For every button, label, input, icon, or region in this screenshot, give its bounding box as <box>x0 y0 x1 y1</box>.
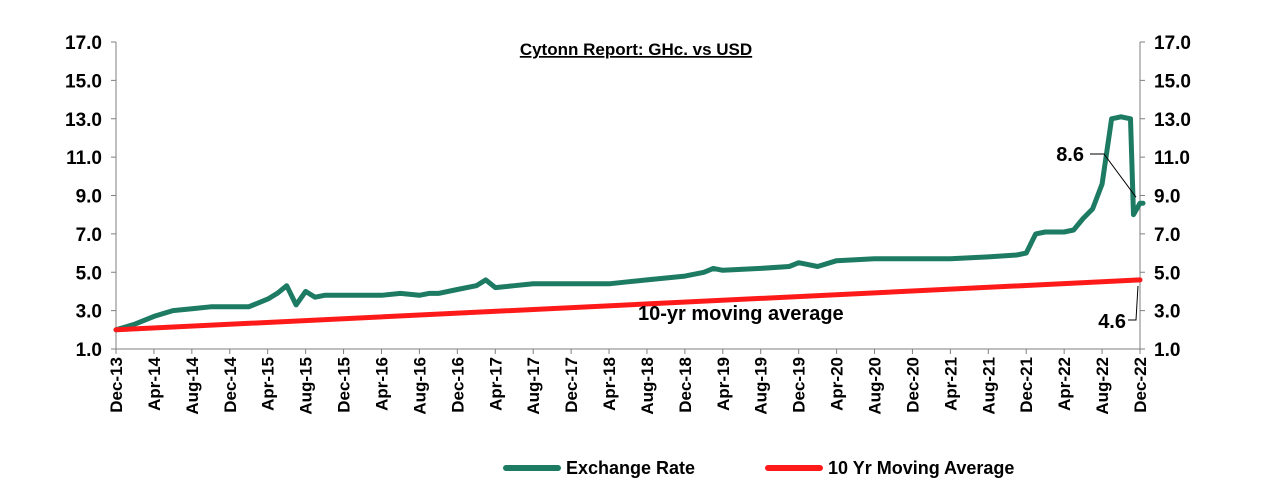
x-tick-label: Aug-18 <box>638 357 657 415</box>
x-tick-label: Dec-19 <box>790 357 809 413</box>
y-tick-label: 1.0 <box>76 340 102 361</box>
x-tick-label: Apr-20 <box>828 357 847 411</box>
annotation-8-6: 8.6 <box>1056 144 1084 166</box>
x-tick-label: Aug-17 <box>524 357 543 415</box>
y-tick-label: 15.0 <box>65 71 102 92</box>
y-tick-label: 9.0 <box>76 187 102 208</box>
x-tick-label: Dec-14 <box>221 356 240 412</box>
y2-tick-label: 13.0 <box>1154 110 1191 131</box>
y-tick-label: 7.0 <box>76 225 102 246</box>
x-tick-label: Aug-21 <box>979 357 998 415</box>
y2-tick-label: 5.0 <box>1154 263 1180 284</box>
x-tick-label: Dec-17 <box>562 357 581 413</box>
x-tick-label: Dec-21 <box>1017 357 1036 413</box>
y2-tick-label: 17.0 <box>1154 33 1191 54</box>
y2-tick-label: 7.0 <box>1154 225 1180 246</box>
x-tick-label: Dec-16 <box>448 357 467 413</box>
y-axis-left-ticks: 1.0 3.0 5.0 7.0 9.0 11.0 13.0 15.0 17.0 <box>65 33 116 361</box>
y-tick-label: 5.0 <box>76 263 102 284</box>
x-tick-label: Aug-20 <box>866 357 885 415</box>
annotation-moving-average-label: 10-yr moving average <box>638 303 844 325</box>
x-tick-label: Apr-22 <box>1055 357 1074 411</box>
x-tick-label: Apr-15 <box>259 357 278 411</box>
y2-tick-label: 3.0 <box>1154 302 1180 323</box>
x-tick-label: Apr-18 <box>600 357 619 411</box>
y2-tick-label: 9.0 <box>1154 187 1180 208</box>
x-tick-label: Apr-21 <box>941 357 960 411</box>
x-tick-label: Dec-15 <box>335 357 354 413</box>
x-tick-label: Apr-19 <box>714 357 733 411</box>
x-tick-label: Dec-20 <box>903 357 922 413</box>
y-tick-label: 13.0 <box>65 110 102 131</box>
x-tick-label: Apr-17 <box>486 357 505 411</box>
x-tick-label: Aug-22 <box>1093 357 1112 415</box>
legend-label: Exchange Rate <box>566 458 695 478</box>
y-tick-label: 17.0 <box>65 33 102 54</box>
x-tick-label: Dec-22 <box>1131 357 1150 413</box>
y2-tick-label: 1.0 <box>1154 340 1180 361</box>
x-axis-ticks: Dec-13 Apr-14 Aug-14 Dec-14 Apr-15 Aug-15 Dec-… <box>107 349 1150 415</box>
x-tick-label: Apr-16 <box>372 357 391 411</box>
series-lines <box>113 114 1146 333</box>
annotations: 8.6 4.6 10-yr moving average <box>638 144 1139 333</box>
callout-leader-8-6 <box>1090 153 1137 198</box>
legend: Exchange Rate 10 Yr Moving Average <box>503 458 1014 478</box>
x-tick-label: Dec-13 <box>107 357 126 413</box>
x-tick-label: Apr-14 <box>145 356 164 410</box>
y2-tick-label: 11.0 <box>1154 148 1190 169</box>
series-line-exchange-rate <box>113 114 1146 333</box>
x-tick-label: Aug-16 <box>410 357 429 415</box>
series-line-moving-average <box>113 277 1143 333</box>
x-tick-label: Dec-18 <box>676 357 695 413</box>
x-tick-label: Aug-14 <box>183 356 202 414</box>
y-axis-right-ticks: 1.0 3.0 5.0 7.0 9.0 11.0 13.0 15.0 17.0 <box>1140 33 1191 361</box>
y2-tick-label: 15.0 <box>1154 71 1191 92</box>
y-tick-label: 3.0 <box>76 302 102 323</box>
y-tick-label: 11.0 <box>66 148 102 169</box>
callout-leader-4-6 <box>1128 285 1139 321</box>
annotation-4-6: 4.6 <box>1098 311 1126 333</box>
chart-title: Cytonn Report: GHc. vs USD <box>520 40 752 59</box>
legend-label: 10 Yr Moving Average <box>828 458 1014 478</box>
x-tick-label: Aug-19 <box>752 357 771 415</box>
x-tick-label: Aug-15 <box>297 357 316 415</box>
